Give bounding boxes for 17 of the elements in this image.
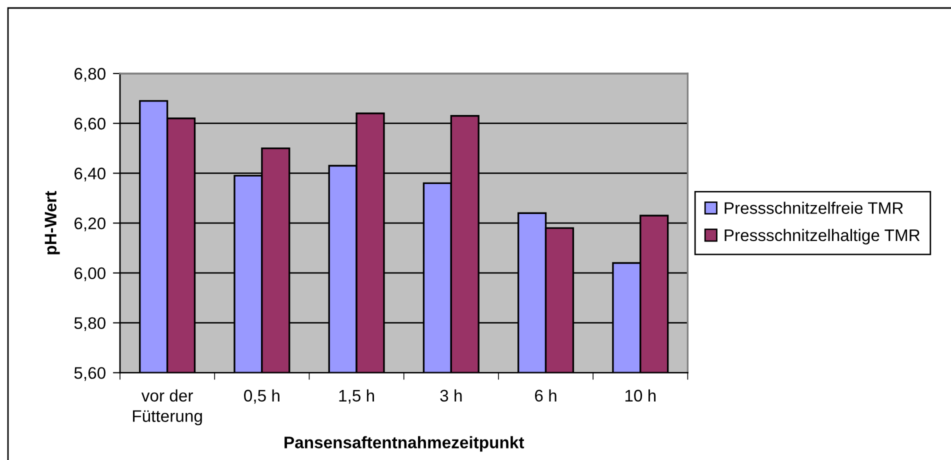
y-tick-label: 5,80 (74, 317, 106, 332)
x-tick-label: vor der Fütterung (133, 389, 202, 426)
y-axis-title: pH-Wert (44, 191, 60, 254)
y-tick-label: 6,00 (74, 267, 106, 282)
y-tick-label: 6,40 (74, 168, 106, 182)
x-tick-label: 3 h (440, 389, 462, 402)
legend-label: Pressschnitzelfreie TMR (724, 202, 903, 214)
x-tick-label: 1,5 h (339, 389, 374, 404)
x-tick-label: 6 h (535, 389, 556, 402)
x-tick-label: 0,5 h (244, 389, 280, 404)
y-tick-label: 6,20 (74, 218, 106, 232)
y-tick-label: 6,60 (74, 118, 106, 132)
x-axis-title: Pansensaftentnahmezeitpunkt (284, 436, 524, 452)
legend-label: Pressschnitzelhaltige TMR (724, 228, 920, 244)
x-tick-label: 10 h (625, 389, 656, 402)
y-tick-label: 5,60 (74, 367, 106, 381)
y-tick-label: 6,80 (74, 68, 106, 82)
